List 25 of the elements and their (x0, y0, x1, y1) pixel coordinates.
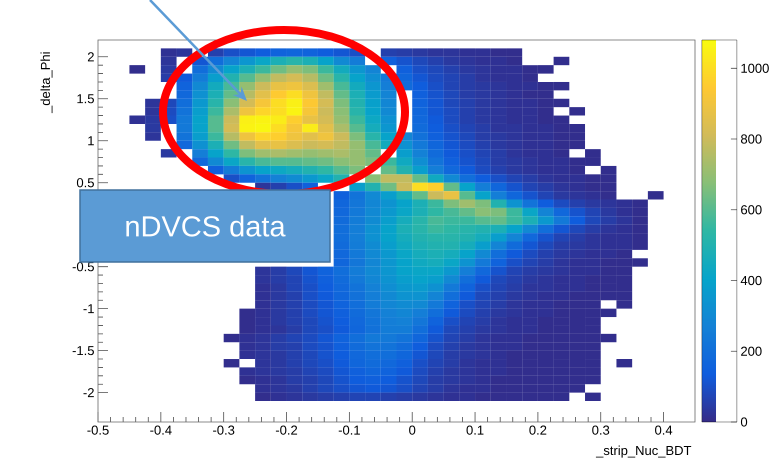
color-bar-label: 1000 (741, 64, 769, 73)
color-bar-label: 800 (740, 134, 762, 144)
x-axis-title: _strip_Nuc_BDT (596, 446, 692, 458)
x-tick-label: -0.4 (150, 426, 172, 435)
x-tick-label: 0.2 (529, 426, 546, 435)
x-tick-label: 0.1 (466, 426, 484, 435)
x-tick-label: 0 (409, 426, 416, 435)
color-bar-label: 400 (740, 276, 762, 286)
x-tick-label: -0.1 (338, 426, 360, 435)
annotation: nDVCS data (126, 215, 286, 237)
y-tick-label: -1 (84, 304, 94, 314)
color-bar-label: 200 (741, 346, 762, 356)
x-tick-label: 0.3 (592, 426, 610, 435)
x-tick-label: -0.3 (213, 426, 234, 435)
y-tick-label: 2 (88, 52, 94, 62)
x-tick-label: -0.2 (276, 426, 298, 435)
x-tick-label: 0.4 (655, 426, 672, 435)
color-bar-label: 600 (741, 205, 762, 214)
y-tick-label: -1.5 (72, 346, 94, 356)
color-bar-label: 0 (740, 417, 748, 427)
y-tick-label: 0.5 (76, 178, 94, 188)
y-axis-title: _delta_Phi (40, 52, 52, 114)
y-tick-label: -2 (84, 388, 94, 398)
y-tick-label: 1.5 (77, 94, 94, 104)
y-tick-label: 1 (88, 136, 94, 146)
